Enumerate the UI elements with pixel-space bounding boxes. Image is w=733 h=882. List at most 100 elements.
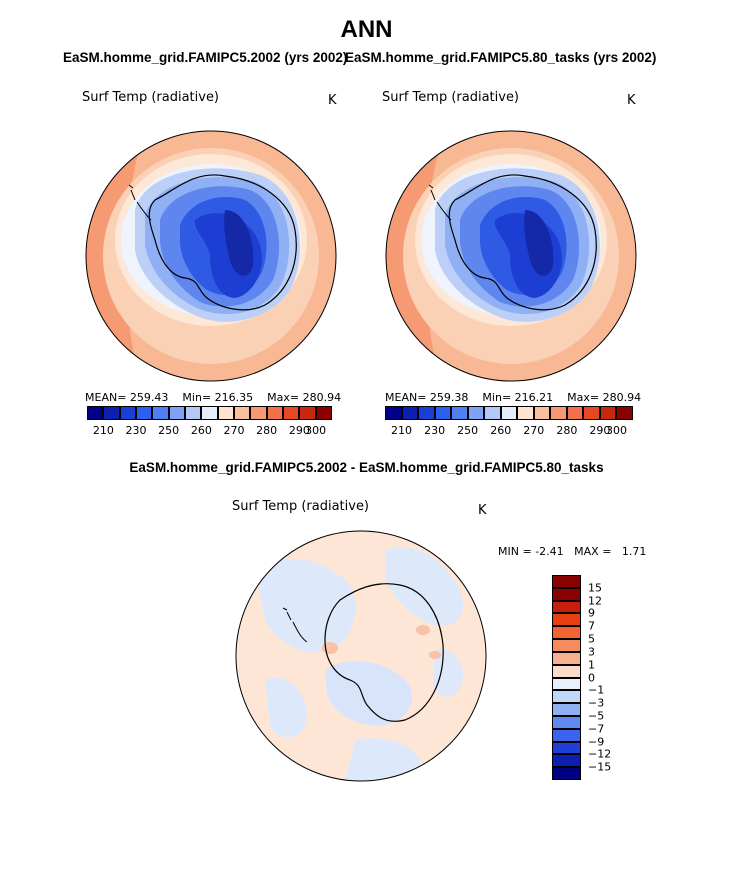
left-colorbar-swatch xyxy=(185,406,202,420)
diff-max-value: 1.71 xyxy=(621,545,647,558)
left-max-value: 280.94 xyxy=(302,391,342,404)
diff-stats: MIN = -2.41 MAX = 1.71 xyxy=(498,545,646,558)
left-max-label: Max= xyxy=(267,391,300,404)
diff-units-label: K xyxy=(478,503,487,518)
right-colorbar-swatch xyxy=(385,406,402,420)
right-colorbar-tick-label: 280 xyxy=(556,424,578,437)
right-mean-label: MEAN= xyxy=(385,391,427,404)
diff-colorbar-tick-label: −15 xyxy=(588,760,612,774)
left-colorbar-swatch xyxy=(250,406,267,420)
right-colorbar-swatch xyxy=(500,406,518,420)
left-colorbar-swatch xyxy=(168,406,185,420)
left-colorbar-swatch xyxy=(283,406,300,420)
left-colorbar-tick-label: 250 xyxy=(158,424,180,437)
right-colorbar-tick-label: 210 xyxy=(391,424,413,437)
right-colorbar-swatch xyxy=(434,406,452,420)
right-min-label: Min= xyxy=(482,391,512,404)
left-run-title: EaSM.homme_grid.FAMIPC5.2002 (yrs 2002) xyxy=(63,50,348,65)
left-colorbar-swatch xyxy=(315,406,332,420)
right-colorbar-tick-label: 290 xyxy=(589,424,611,437)
left-mean-value: 259.43 xyxy=(129,391,169,404)
left-colorbar-swatch xyxy=(103,406,120,420)
left-colorbar-tick-label: 210 xyxy=(92,424,114,437)
diff-colorbar-swatch xyxy=(552,741,581,755)
diff-max-label: MAX = xyxy=(574,545,612,558)
diff-colorbar-swatch xyxy=(552,639,581,652)
right-colorbar: 210 230 250 260 270 280 290 300 xyxy=(385,406,633,442)
right-polar-map xyxy=(385,130,637,382)
right-colorbar-swatch xyxy=(599,406,617,420)
diff-colorbar-swatch xyxy=(552,613,581,627)
left-variable-label: Surf Temp (radiative) xyxy=(82,90,220,105)
diff-colorbar-tick-label: −5 xyxy=(588,709,605,723)
diff-colorbar-swatch xyxy=(552,575,581,588)
right-mean-value: 259.38 xyxy=(429,391,469,404)
diff-colorbar-swatch xyxy=(552,767,581,780)
right-max-value: 280.94 xyxy=(602,391,642,404)
difference-title: EaSM.homme_grid.FAMIPC5.2002 - EaSM.homm… xyxy=(129,460,604,475)
right-run-title: EaSM.homme_grid.FAMIPC5.80_tasks (yrs 20… xyxy=(345,50,657,65)
diff-colorbar-swatch xyxy=(552,715,581,729)
left-colorbar-tick-label: 290 xyxy=(288,424,310,437)
left-polar-map xyxy=(85,130,337,382)
left-colorbar-swatch xyxy=(266,406,283,420)
left-mean-label: MEAN= xyxy=(85,391,127,404)
diff-colorbar-tick-label: 3 xyxy=(588,645,595,659)
right-stats: MEAN= 259.38 Min= 216.21 Max= 280.94 xyxy=(385,391,641,404)
diff-colorbar-tick-label: −9 xyxy=(588,735,605,749)
right-colorbar-swatch xyxy=(550,406,567,420)
right-colorbar-tick-label: 250 xyxy=(457,424,479,437)
diff-colorbar-swatch xyxy=(552,690,581,704)
right-colorbar-swatch xyxy=(616,406,633,420)
right-variable-label: Surf Temp (radiative) xyxy=(382,90,520,105)
diff-min-label: MIN = xyxy=(498,545,532,558)
diff-colorbar-tick-label: 15 xyxy=(588,581,602,595)
right-colorbar-tick-label: 300 xyxy=(605,424,627,437)
diff-colorbar-tick-label: 12 xyxy=(588,594,602,608)
right-colorbar-swatch xyxy=(451,406,468,420)
left-colorbar-swatch xyxy=(152,406,169,420)
right-colorbar-swatch xyxy=(467,406,485,420)
right-colorbar-swatch xyxy=(418,406,435,420)
diff-colorbar-swatch xyxy=(552,754,581,768)
difference-polar-map xyxy=(235,530,487,782)
diff-colorbar-tick-label: 9 xyxy=(588,606,595,620)
right-colorbar-tick-label: 260 xyxy=(490,424,512,437)
diff-colorbar-swatch xyxy=(552,651,581,665)
diff-colorbar-tick-label: 5 xyxy=(588,632,595,646)
right-colorbar-swatch xyxy=(533,406,551,420)
right-colorbar-swatch xyxy=(566,406,584,420)
diff-colorbar-tick-label: −1 xyxy=(588,683,605,697)
diff-colorbar-swatch xyxy=(552,728,581,742)
diff-colorbar-tick-label: 0 xyxy=(588,671,595,684)
left-colorbar-tick-label: 300 xyxy=(305,424,327,437)
left-colorbar-swatch xyxy=(299,406,316,420)
right-colorbar-tick-label: 270 xyxy=(523,424,545,437)
diff-colorbar-swatch xyxy=(552,626,581,640)
left-colorbar-swatch xyxy=(87,406,104,420)
diff-colorbar-tick-label: 7 xyxy=(588,619,595,633)
right-colorbar-swatch xyxy=(583,406,600,420)
diff-colorbar-swatch xyxy=(552,677,581,691)
diff-colorbar-tick-label: −3 xyxy=(588,696,605,710)
left-colorbar-swatch xyxy=(119,406,136,420)
right-max-label: Max= xyxy=(567,391,600,404)
diff-colorbar-swatch xyxy=(552,703,581,716)
left-stats: MEAN= 259.43 Min= 216.35 Max= 280.94 xyxy=(85,391,341,404)
diff-colorbar-swatch xyxy=(552,600,581,614)
right-colorbar-swatch xyxy=(484,406,501,420)
left-units-label: K xyxy=(328,93,337,108)
right-min-value: 216.21 xyxy=(514,391,554,404)
diff-colorbar-tick-label: −12 xyxy=(588,747,612,761)
left-colorbar-tick-label: 260 xyxy=(190,424,212,437)
diff-colorbar-tick-label: −7 xyxy=(588,722,605,736)
left-min-label: Min= xyxy=(182,391,212,404)
difference-colorbar: 15 12 9 7 5 3 1 0 −1 −3 −5 −7 −9 −12 −15 xyxy=(552,575,612,780)
left-colorbar-tick-label: 270 xyxy=(223,424,245,437)
diff-variable-label: Surf Temp (radiative) xyxy=(232,499,370,514)
left-colorbar-tick-label: 230 xyxy=(125,424,147,437)
left-colorbar-swatch xyxy=(136,406,153,420)
left-colorbar-tick-label: 280 xyxy=(256,424,278,437)
left-colorbar-swatch xyxy=(234,406,251,420)
right-units-label: K xyxy=(627,93,636,108)
